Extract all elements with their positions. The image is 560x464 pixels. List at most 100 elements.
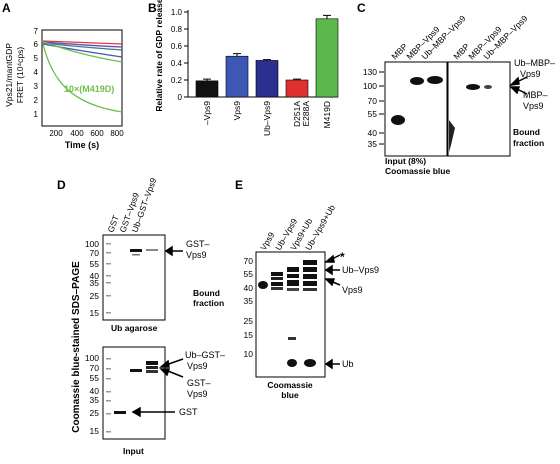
band-ub-vps9-ub-lane4-d [303,281,317,286]
panel-b-ytick-label: 1.0 [171,8,183,17]
panel-e-stain-label-1: Coomassie [267,380,313,390]
panel-d-marker: 40 [90,271,100,281]
panel-d-label-gst: GST [179,407,198,417]
panel-d-marker: 55 [90,373,100,383]
panel-b-category-label: M419D [322,101,332,128]
panel-b-category-label: D251A [292,101,302,127]
panel-e-arrows [323,254,341,370]
panel-c-marker: 40 [368,128,378,138]
panel-c-label-mbp-vps9: Vps9 [523,101,544,111]
panel-a-ylabel-1: Vps21/mantGDP [4,43,14,107]
panel-e-marker: 15 [244,330,254,340]
panel-a: A Vps21/mantGDP FRET (10⁴cps) 7 6 5 4 3 … [0,0,130,150]
panel-d-marker: 15 [90,426,100,436]
panel-b-bar [315,18,339,98]
band-gst-vps9-bound [130,249,142,252]
panel-c-marker: 130 [363,67,377,77]
panel-c-gel-figure: C MBP MBP–Vps9 Ub–MBP–Vps9 MBP MBP–Vps9 … [357,1,555,176]
panel-d-marker: 40 [90,386,100,396]
panel-a-ytick: 2 [34,96,39,105]
panel-d-input-label: Input [123,446,144,456]
panel-b-bar [255,60,279,98]
panel-b-ytick-label: 0.2 [171,76,183,85]
panel-b-error-bar [263,59,271,61]
panel-e-label-vps9: Vps9 [342,285,363,295]
panel-b-bar [225,55,249,98]
curve-green-upper [42,41,123,63]
panel-b: B Relative rate of GDP release 0 0.2 0.4 0.… [130,0,355,155]
panel-b-ylabel: Relative rate of GDP release [154,0,164,112]
panel-d-ladder-bottom [106,358,111,433]
panel-a-annotation: 10×(M419D) [64,84,114,94]
panel-c-marker: 100 [363,81,377,91]
panel-c-stain-label: Coomassie blue [385,166,450,175]
panel-b-error-bar [323,14,331,19]
panel-c-letter: C [357,1,366,15]
panel-d-marker: 100 [85,239,99,249]
panel-d-label-gst-vps9: GST– [186,239,210,249]
band-mbp-bound-smear [449,120,455,152]
panel-a-ytick: 7 [34,27,39,36]
panel-a-axes-frame [41,29,123,127]
panel-a-xtick: 200 [49,129,63,138]
panel-e-marker: 35 [244,296,254,306]
band-ub-lane4 [304,359,316,367]
panel-b-ytick-label: 0.8 [171,25,183,34]
panel-e-gel-figure: E Vps9 Ub–Vps9 Vps9+Ub Ub–Vps9+Ub 70 55 … [235,178,379,400]
band-ub-gst-vps9-input-3 [146,370,158,373]
panel-a-ylabel-2: FRET (10⁴cps) [15,47,25,104]
panel-b-letter: B [148,1,157,15]
panel-d-label-gst-vps9-2: Vps9 [186,250,207,260]
band-ub-vps9-ub-lane4-b [303,267,317,272]
panel-b-error-bar [293,78,301,80]
panel-a-xtick: 600 [90,129,104,138]
panel-e-marker: 25 [244,316,254,326]
band-ub-vps9-lane2-d [271,287,283,290]
band-gst-input [114,411,126,414]
band-gst-vps9-input [130,369,142,372]
panel-e-marker: 40 [244,283,254,293]
band-ub-vps9-ub-lane4-e [303,288,317,291]
panel-d-gel-bound [102,234,166,321]
panel-c-gel-bound [447,61,511,157]
panel-d-marker: 35 [90,395,100,405]
panel-d-ladder-top [106,243,111,314]
panel-b-chart: B Relative rate of GDP release 0 0.2 0.4 0.… [148,0,339,136]
panel-d-letter: D [57,178,66,192]
panel-e-marker: 70 [244,256,254,266]
band-ub-vps9-lane2-a [271,272,283,276]
panel-a-ytick: 3 [34,82,39,91]
panel-c-input-label: Input (8%) [385,156,426,166]
panel-a-xtick: 400 [70,129,84,138]
panel-c-label-ub-mbp-vps9: Vps9 [520,69,541,79]
band-ub-mbp-vps9-bound [484,85,492,89]
band-ub-lane3 [287,359,297,367]
panel-e-label-ub: Ub [342,359,354,369]
panel-b-category-label: Vps9 [232,101,242,121]
panel-a-letter: A [2,1,11,15]
panel-c-bound-label-2: fraction [513,138,544,148]
panel-d-marker: 15 [90,308,100,318]
curve-blue [42,43,123,58]
band-ub-gst-vps9-input-1 [146,361,158,365]
band-vps9-ub-lane3-a [287,267,299,272]
band-vps9-ub-lane3-b [287,274,299,278]
panel-a-xtick: 800 [110,129,124,138]
band-ub-gst-vps9-bound [146,249,158,251]
panel-e-marker: 55 [244,269,254,279]
band-vps9-ub-lane3-c [287,280,299,286]
panel-b-category-label: –Vps9 [202,101,212,125]
panel-a-ytick: 1 [34,110,39,119]
panel-d-marker: 100 [85,353,99,363]
panel-d-marker: 35 [90,278,100,288]
panel-b-ytick-label: 0.6 [171,42,183,51]
band-ub-gst-vps9-input-2 [146,366,158,369]
panel-a-ytick: 5 [34,54,39,63]
panel-c-arrows [508,76,528,95]
panel-b-ytick-label: 0 [178,93,183,102]
panel-d-marker: 55 [90,259,100,269]
panel-c-marker: 55 [368,109,378,119]
panel-b-bar [285,79,309,98]
panel-a-ytick: 4 [34,68,39,77]
panel-e-lane-label: Vps9 [258,230,276,252]
